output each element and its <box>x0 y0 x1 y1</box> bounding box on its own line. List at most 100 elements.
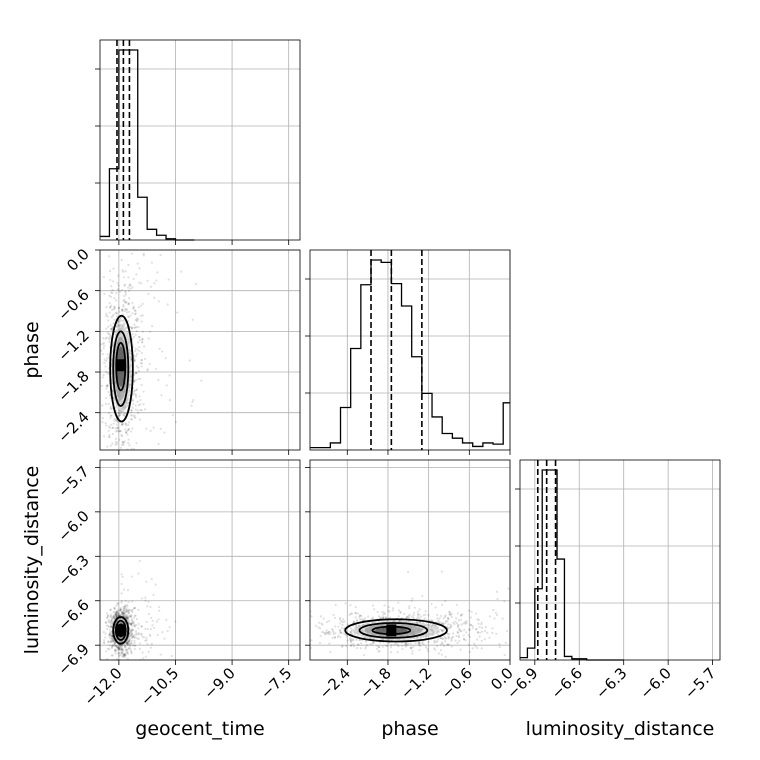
sample-point <box>127 611 130 614</box>
sample-point <box>111 291 114 295</box>
sample-point <box>434 640 437 643</box>
sample-point <box>109 324 112 327</box>
sample-point <box>121 319 124 322</box>
sample-point <box>133 335 136 338</box>
sample-point <box>113 615 116 619</box>
hist-bin <box>157 235 166 240</box>
sample-point <box>105 624 108 627</box>
sample-point <box>124 290 127 293</box>
sample-point <box>326 632 329 635</box>
sample-point <box>133 647 136 651</box>
sample-point <box>434 606 437 609</box>
sample-point <box>131 611 134 614</box>
sample-point <box>128 638 131 642</box>
sample-point <box>418 644 422 647</box>
sample-point <box>354 624 357 627</box>
hist-bin <box>341 408 351 450</box>
sample-point <box>126 643 129 646</box>
sample-point <box>130 639 133 643</box>
sample-point <box>127 612 131 615</box>
sample-point <box>439 628 442 631</box>
sample-point <box>310 646 312 650</box>
sample-point <box>163 111 165 113</box>
sample-point <box>126 616 129 620</box>
x-axis-label-phase: phase <box>381 718 438 740</box>
sample-point <box>124 301 128 304</box>
sample-point <box>105 387 108 390</box>
sample-point <box>108 644 111 647</box>
sample-point <box>363 617 367 620</box>
sample-point <box>448 636 451 639</box>
sample-point <box>122 588 126 591</box>
sample-point <box>154 201 156 203</box>
sample-point <box>327 631 330 634</box>
sample-point <box>102 435 106 438</box>
sample-point <box>544 591 546 593</box>
sample-point <box>123 294 126 298</box>
sample-point <box>124 604 127 607</box>
sample-point <box>149 663 151 665</box>
sample-point <box>122 305 125 308</box>
sample-point <box>352 621 355 624</box>
sample-point <box>135 389 138 392</box>
sample-point <box>349 645 353 648</box>
sample-point <box>447 635 450 638</box>
hist-bin <box>503 403 510 450</box>
sample-point <box>377 650 380 653</box>
sample-point <box>141 533 143 535</box>
sample-point <box>115 325 119 328</box>
samples <box>100 111 203 535</box>
sample-point <box>115 611 118 614</box>
sample-point <box>468 650 472 654</box>
sample-point <box>124 653 127 656</box>
sample-point <box>469 628 472 631</box>
sample-point <box>140 486 142 488</box>
sample-point <box>505 629 509 633</box>
sample-point <box>123 653 126 656</box>
sample-point <box>396 643 399 646</box>
sample-point <box>412 645 415 649</box>
sample-point <box>107 391 110 394</box>
sample-point <box>126 650 129 653</box>
sample-point <box>407 570 410 573</box>
sample-point <box>127 643 130 646</box>
sample-point <box>331 636 334 640</box>
sample-point <box>307 627 309 629</box>
sample-point <box>130 575 133 578</box>
sample-point <box>109 414 113 417</box>
sample-point <box>113 642 116 645</box>
sample-point <box>115 443 118 446</box>
sample-point <box>122 299 125 302</box>
sample-point <box>109 634 113 637</box>
hist-bin <box>442 433 452 450</box>
sample-point <box>107 624 110 628</box>
sample-point <box>438 617 441 620</box>
sample-point <box>407 607 411 610</box>
sample-point <box>285 629 287 631</box>
sample-point <box>127 610 130 613</box>
sample-point <box>133 380 136 383</box>
sample-point <box>104 632 107 635</box>
sample-point <box>147 600 150 603</box>
sample-point <box>538 609 540 611</box>
sample-point <box>411 650 414 653</box>
sample-point <box>122 270 125 273</box>
sample-point <box>132 607 135 610</box>
sample-point <box>152 485 154 487</box>
sample-point <box>121 441 125 444</box>
sample-point <box>292 624 294 626</box>
sample-point <box>337 634 340 637</box>
sample-point <box>390 644 393 647</box>
sample-point <box>139 633 142 636</box>
sample-point <box>131 633 134 636</box>
sample-point <box>478 635 481 638</box>
sample-point <box>131 644 135 647</box>
sample-point <box>133 606 137 610</box>
sample-point <box>441 637 444 640</box>
sample-point <box>443 640 447 643</box>
sample-point <box>572 620 574 622</box>
sample-point <box>137 369 141 373</box>
sample-point <box>406 615 409 618</box>
sample-point <box>120 461 122 463</box>
sample-point <box>123 298 126 301</box>
